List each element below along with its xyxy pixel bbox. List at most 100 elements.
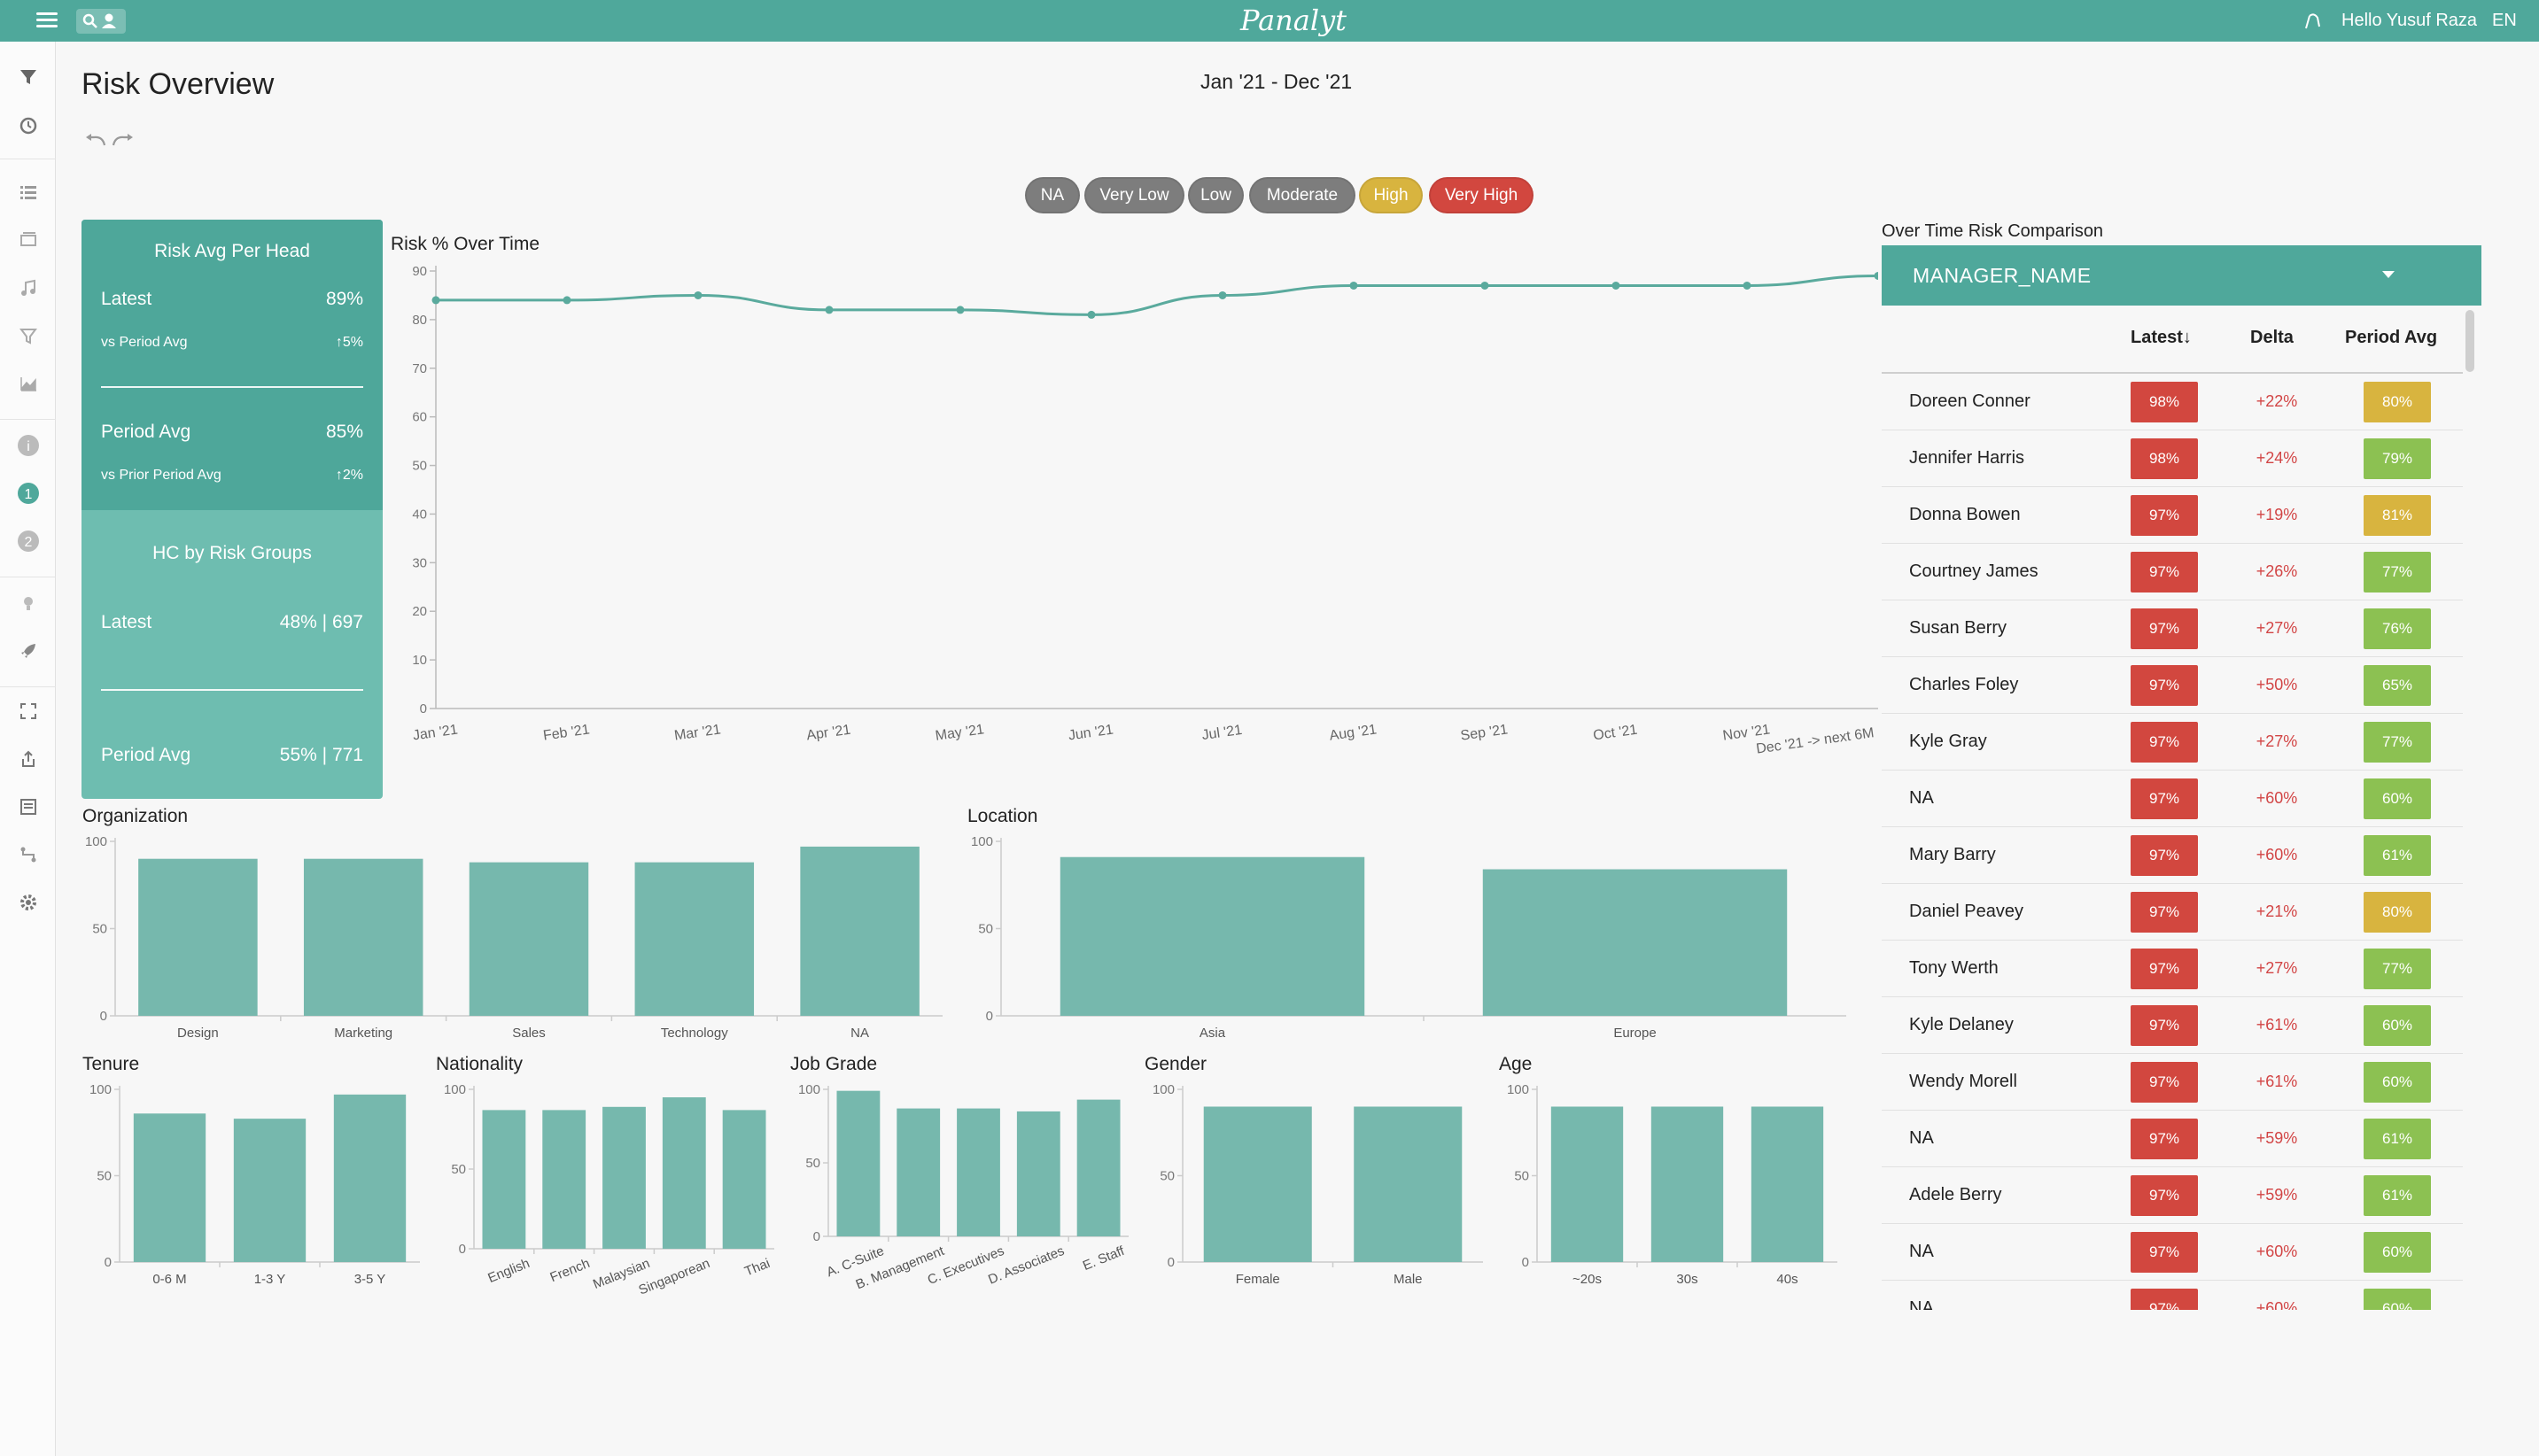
nationality-chart-title: Nationality xyxy=(436,1054,524,1074)
user-icon xyxy=(105,13,113,22)
x-tick-label: Female xyxy=(1236,1272,1280,1287)
step-2-icon[interactable]: 2 xyxy=(16,529,41,554)
settings-gear-icon[interactable] xyxy=(16,890,41,915)
table-row[interactable]: NA 97% +60% 60% xyxy=(1882,1224,2463,1281)
workflow-icon[interactable] xyxy=(16,842,41,867)
col-header-period-avg[interactable]: Period Avg xyxy=(2345,328,2438,347)
delta-value: +60% xyxy=(2256,789,2298,807)
search-user-toolbox[interactable] xyxy=(76,9,126,34)
svg-text:2: 2 xyxy=(25,535,33,550)
table-row[interactable]: Daniel Peavey 97% +21% 80% xyxy=(1882,884,2463,941)
y-tick-label: 100 xyxy=(971,834,993,849)
fullscreen-icon[interactable] xyxy=(16,699,41,724)
gender-bar-chart[interactable]: 0 50 100 Female Male xyxy=(1134,1080,1488,1302)
manager-name: Courtney James xyxy=(1909,561,2038,581)
hc-period-value: 55% | 771 xyxy=(279,745,363,765)
latest-badge: 97% xyxy=(2131,608,2198,649)
period-avg-badge: 77% xyxy=(2364,722,2431,763)
cards-icon[interactable] xyxy=(16,228,41,252)
latest-badge: 98% xyxy=(2131,438,2198,479)
area-chart-icon[interactable] xyxy=(16,371,41,396)
bar-technology xyxy=(634,862,755,1016)
report-icon[interactable] xyxy=(16,794,41,819)
delta-value: +21% xyxy=(2256,902,2298,920)
bar-b-management xyxy=(897,1108,941,1236)
tenure-bar-chart[interactable]: 0 50 100 0-6 M 1-3 Y 3-5 Y xyxy=(71,1080,425,1302)
delta-value: +61% xyxy=(2256,1016,2298,1034)
share-icon[interactable] xyxy=(16,747,41,771)
info-icon[interactable]: i xyxy=(16,433,41,458)
filter-pill-very-high[interactable]: Very High xyxy=(1429,177,1533,213)
col-header-delta[interactable]: Delta xyxy=(2250,328,2294,347)
step-1-icon[interactable]: 1 xyxy=(16,481,41,506)
table-row[interactable]: Tony Werth 97% +27% 77% xyxy=(1882,941,2463,997)
dimension-select[interactable]: MANAGER_NAME xyxy=(1882,245,2481,306)
table-row[interactable]: Wendy Morell 97% +61% 60% xyxy=(1882,1054,2463,1111)
date-range-label[interactable]: Jan '21 - Dec '21 xyxy=(1200,70,1353,93)
filter-pill-very-low[interactable]: Very Low xyxy=(1084,177,1184,213)
x-tick-label: Sales xyxy=(512,1026,546,1041)
search-icon[interactable] xyxy=(76,9,126,34)
period-avg-label: Period Avg xyxy=(101,422,191,442)
col-header-latest[interactable]: Latest↓ xyxy=(2131,328,2192,347)
x-tick-label: Mar '21 xyxy=(673,722,722,743)
left-sidebar: i 1 2 xyxy=(0,42,56,1456)
location-chart-title: Location xyxy=(967,806,1038,826)
undo-icon[interactable] xyxy=(86,134,106,146)
table-row[interactable]: NA 97% +59% 61% xyxy=(1882,1111,2463,1167)
table-row[interactable]: Kyle Delaney 97% +61% 60% xyxy=(1882,997,2463,1054)
filter-pill-na[interactable]: NA xyxy=(1025,177,1080,213)
language-switch[interactable]: EN xyxy=(2492,11,2517,30)
hc-latest-label: Latest xyxy=(101,612,152,632)
latest-badge: 97% xyxy=(2131,1232,2198,1273)
y-tick-label: 50 xyxy=(1514,1169,1529,1184)
filter-pill-high[interactable]: High xyxy=(1359,177,1423,213)
bar-d-associates xyxy=(1016,1111,1060,1236)
hamburger-menu-icon[interactable] xyxy=(34,9,60,34)
bar-0-6-m xyxy=(133,1113,206,1262)
latest-value: 89% xyxy=(325,289,363,309)
app-logo[interactable]: Panalyt xyxy=(1240,4,1347,37)
table-row[interactable]: Jennifer Harris 98% +24% 79% xyxy=(1882,430,2463,487)
lightbulb-icon[interactable] xyxy=(16,591,41,616)
table-row[interactable]: Doreen Conner 98% +22% 80% xyxy=(1882,374,2463,430)
risk-over-time-chart[interactable]: 0 10 20 30 40 50 60 70 80 90 Jan '21 Feb '21 Mar '21… xyxy=(381,257,1878,757)
location-bar-chart[interactable]: 0 50 100 Asia Europe xyxy=(957,833,1852,1045)
delta-value: +19% xyxy=(2256,506,2298,523)
manager-name: Doreen Conner xyxy=(1909,391,2030,411)
y-tick-label: 100 xyxy=(85,834,107,849)
organization-bar-chart[interactable]: 0 50 100 Design Marketing Sales Technology NA xyxy=(71,833,948,1045)
delta-value: +60% xyxy=(2256,846,2298,864)
table-row[interactable]: Kyle Gray 97% +27% 77% xyxy=(1882,714,2463,771)
table-row[interactable]: Adele Berry 97% +59% 61% xyxy=(1882,1167,2463,1224)
table-scrollbar[interactable] xyxy=(2465,310,2474,372)
bar-marketing xyxy=(303,858,423,1016)
funnel-icon[interactable] xyxy=(16,323,41,348)
dimension-select-value: MANAGER_NAME xyxy=(1913,263,2092,287)
age-bar-chart[interactable]: 0 50 100 ~20s 30s 40s xyxy=(1488,1080,1843,1302)
list-icon[interactable] xyxy=(16,180,41,205)
filter-icon[interactable] xyxy=(16,65,41,89)
filter-pill-moderate[interactable]: Moderate xyxy=(1249,177,1355,213)
latest-badge: 98% xyxy=(2131,382,2198,422)
hc-groups-title: HC by Risk Groups xyxy=(152,543,312,563)
table-row[interactable]: Mary Barry 97% +60% 61% xyxy=(1882,827,2463,884)
manager-name: Wendy Morell xyxy=(1909,1072,2017,1091)
history-icon[interactable] xyxy=(16,112,41,137)
y-tick-label: 20 xyxy=(412,604,427,619)
y-tick-label: 50 xyxy=(1160,1169,1175,1184)
table-row[interactable]: NA 97% +60% 60% xyxy=(1882,771,2463,827)
table-row[interactable]: Charles Foley 97% +50% 65% xyxy=(1882,657,2463,714)
table-row[interactable]: Susan Berry 97% +27% 76% xyxy=(1882,600,2463,657)
rocket-icon[interactable] xyxy=(16,639,41,663)
user-greeting[interactable]: Hello Yusuf Raza xyxy=(2341,11,2478,30)
music-icon[interactable] xyxy=(16,275,41,300)
y-tick-label: 50 xyxy=(97,1169,112,1184)
table-row[interactable]: Courtney James 97% +26% 77% xyxy=(1882,544,2463,600)
filter-pill-low[interactable]: Low xyxy=(1188,177,1244,213)
table-row[interactable]: NA 97% +60% 60% xyxy=(1882,1281,2463,1310)
redo-icon[interactable] xyxy=(112,134,133,146)
table-row[interactable]: Donna Bowen 97% +19% 81% xyxy=(1882,487,2463,544)
